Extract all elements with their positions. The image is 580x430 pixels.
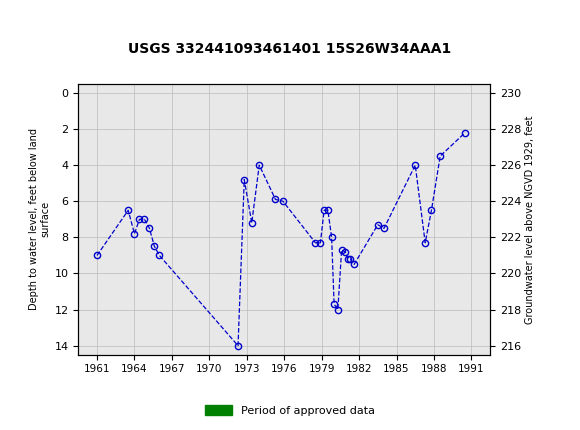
Y-axis label: Groundwater level above NGVD 1929, feet: Groundwater level above NGVD 1929, feet: [525, 115, 535, 323]
Legend: Period of approved data: Period of approved data: [200, 400, 380, 420]
Text: USGS 332441093461401 15S26W34AAA1: USGS 332441093461401 15S26W34AAA1: [128, 42, 452, 56]
Text: ≋: ≋: [7, 8, 28, 32]
Y-axis label: Depth to water level, feet below land
surface: Depth to water level, feet below land su…: [28, 128, 50, 310]
Text: USGS: USGS: [44, 11, 95, 29]
